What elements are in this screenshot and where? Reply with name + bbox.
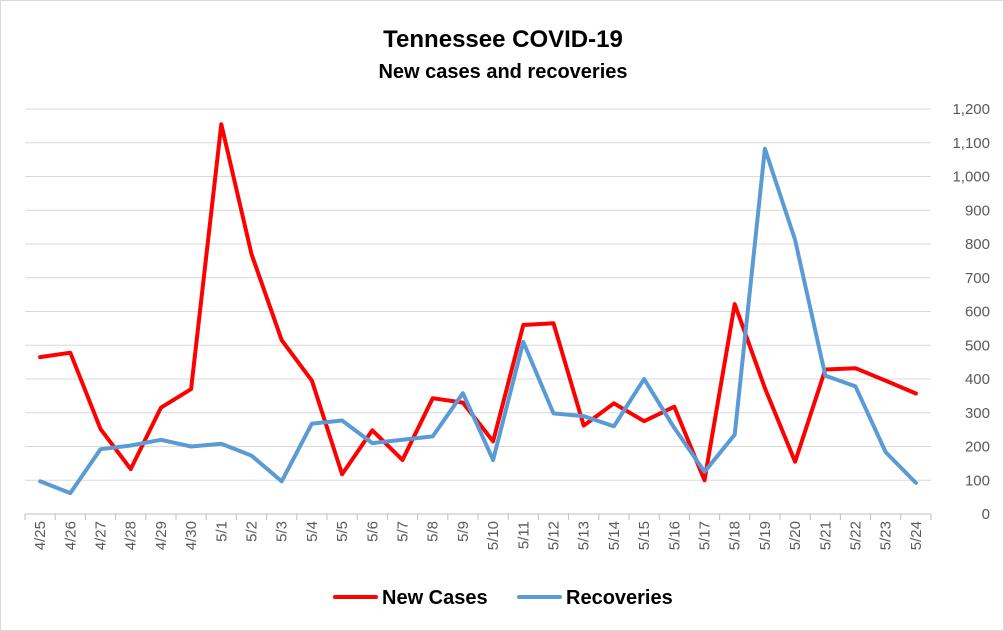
x-tick-label: 5/20 bbox=[787, 521, 804, 550]
x-tick-label: 5/11 bbox=[515, 521, 532, 549]
y-tick-label: 100 bbox=[965, 472, 990, 489]
legend-label: New Cases bbox=[382, 587, 488, 609]
series-lines bbox=[38, 122, 918, 496]
y-tick-label: 400 bbox=[965, 371, 990, 388]
x-axis-ticks: 4/25 4/26 4/27 4/28 4/29 4/30 5/1 5/2 5/3 5/4 5/5 5… bbox=[24, 514, 932, 550]
y-tick-label: 300 bbox=[965, 405, 990, 422]
y-tick-label: 600 bbox=[965, 304, 990, 321]
y-tick-label: 900 bbox=[965, 202, 990, 219]
x-tick-label: 5/7 bbox=[395, 521, 412, 542]
x-tick-label: 5/10 bbox=[485, 521, 502, 550]
x-tick-label: 5/8 bbox=[425, 521, 442, 542]
x-tick-label: 4/27 bbox=[93, 521, 110, 550]
series-line-recoveries bbox=[38, 146, 918, 496]
legend: New Cases Recoveries bbox=[333, 587, 673, 609]
x-tick-label: 5/6 bbox=[364, 521, 381, 542]
legend-label: Recoveries bbox=[566, 587, 673, 609]
x-tick-label: 5/24 bbox=[908, 521, 925, 550]
x-tick-label: 5/17 bbox=[697, 521, 714, 550]
y-tick-label: 1,100 bbox=[952, 135, 990, 152]
x-tick-label: 4/30 bbox=[183, 521, 200, 550]
x-tick-label: 5/1 bbox=[213, 521, 230, 542]
gridlines bbox=[25, 108, 931, 515]
y-tick-label: 500 bbox=[965, 337, 990, 354]
x-tick-label: 5/15 bbox=[636, 521, 653, 550]
x-tick-label: 5/16 bbox=[666, 521, 683, 550]
x-tick-label: 4/29 bbox=[153, 521, 170, 550]
x-tick-label: 5/19 bbox=[757, 521, 774, 550]
x-tick-label: 5/23 bbox=[878, 521, 895, 550]
x-tick-label: 5/12 bbox=[546, 521, 563, 550]
x-tick-label: 5/14 bbox=[606, 521, 623, 550]
x-tick-label: 4/28 bbox=[123, 521, 140, 550]
y-tick-label: 200 bbox=[965, 439, 990, 456]
y-tick-label: 1,200 bbox=[952, 101, 990, 118]
y-tick-label: 800 bbox=[965, 236, 990, 253]
x-tick-label: 5/9 bbox=[455, 521, 472, 542]
y-tick-label: 0 bbox=[982, 506, 990, 523]
x-tick-label: 5/5 bbox=[334, 521, 351, 542]
chart-subtitle: New cases and recoveries bbox=[378, 61, 627, 83]
chart-title: Tennessee COVID-19 bbox=[383, 26, 623, 53]
x-tick-label: 4/26 bbox=[62, 521, 79, 550]
y-tick-label: 700 bbox=[965, 270, 990, 287]
x-tick-label: 5/4 bbox=[304, 521, 321, 542]
x-tick-label: 5/18 bbox=[727, 521, 744, 550]
y-tick-label: 1,000 bbox=[952, 169, 990, 186]
x-tick-label: 5/3 bbox=[274, 521, 291, 542]
y-axis-ticks: 0 100 200 300 400 500 600 700 800 900 1,000 1,100 1,… bbox=[952, 101, 990, 523]
x-tick-label: 5/21 bbox=[817, 521, 834, 550]
x-tick-label: 5/22 bbox=[848, 521, 865, 550]
x-tick-label: 5/2 bbox=[244, 521, 261, 542]
x-tick-label: 5/13 bbox=[576, 521, 593, 550]
x-tick-label: 4/25 bbox=[32, 521, 49, 550]
